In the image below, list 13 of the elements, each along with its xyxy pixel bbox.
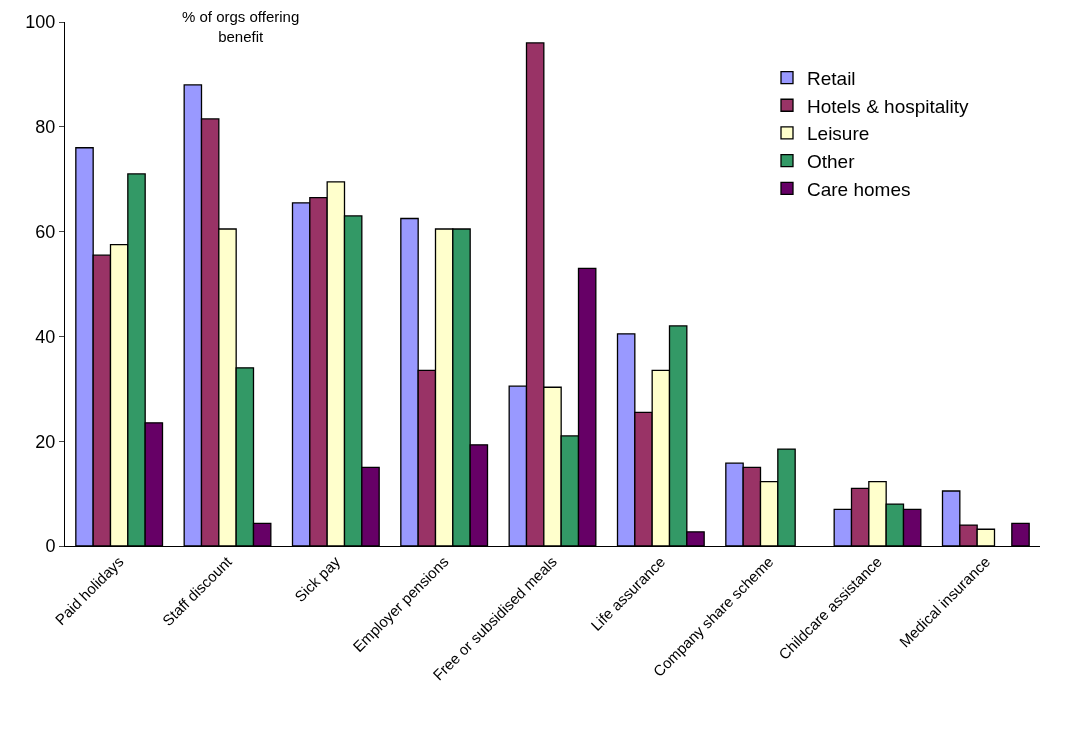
legend-label: Care homes	[807, 178, 911, 200]
y-tick-label: 100	[25, 12, 56, 33]
y-tick-label: 0	[45, 536, 56, 557]
y-tick-label: 80	[35, 117, 56, 138]
legend-label: Retail	[807, 67, 856, 89]
y-tick-label: 20	[35, 431, 56, 452]
x-tick-label: Sick pay	[291, 552, 344, 606]
y-tick-label: 60	[35, 221, 56, 242]
legend-label: Leisure	[807, 123, 870, 145]
y-tick-label: 40	[35, 326, 56, 347]
legend-label: Other	[807, 151, 856, 173]
annotation: % of orgs offering benefit	[182, 8, 300, 45]
legend-label: Hotels & hospitality	[807, 95, 970, 117]
